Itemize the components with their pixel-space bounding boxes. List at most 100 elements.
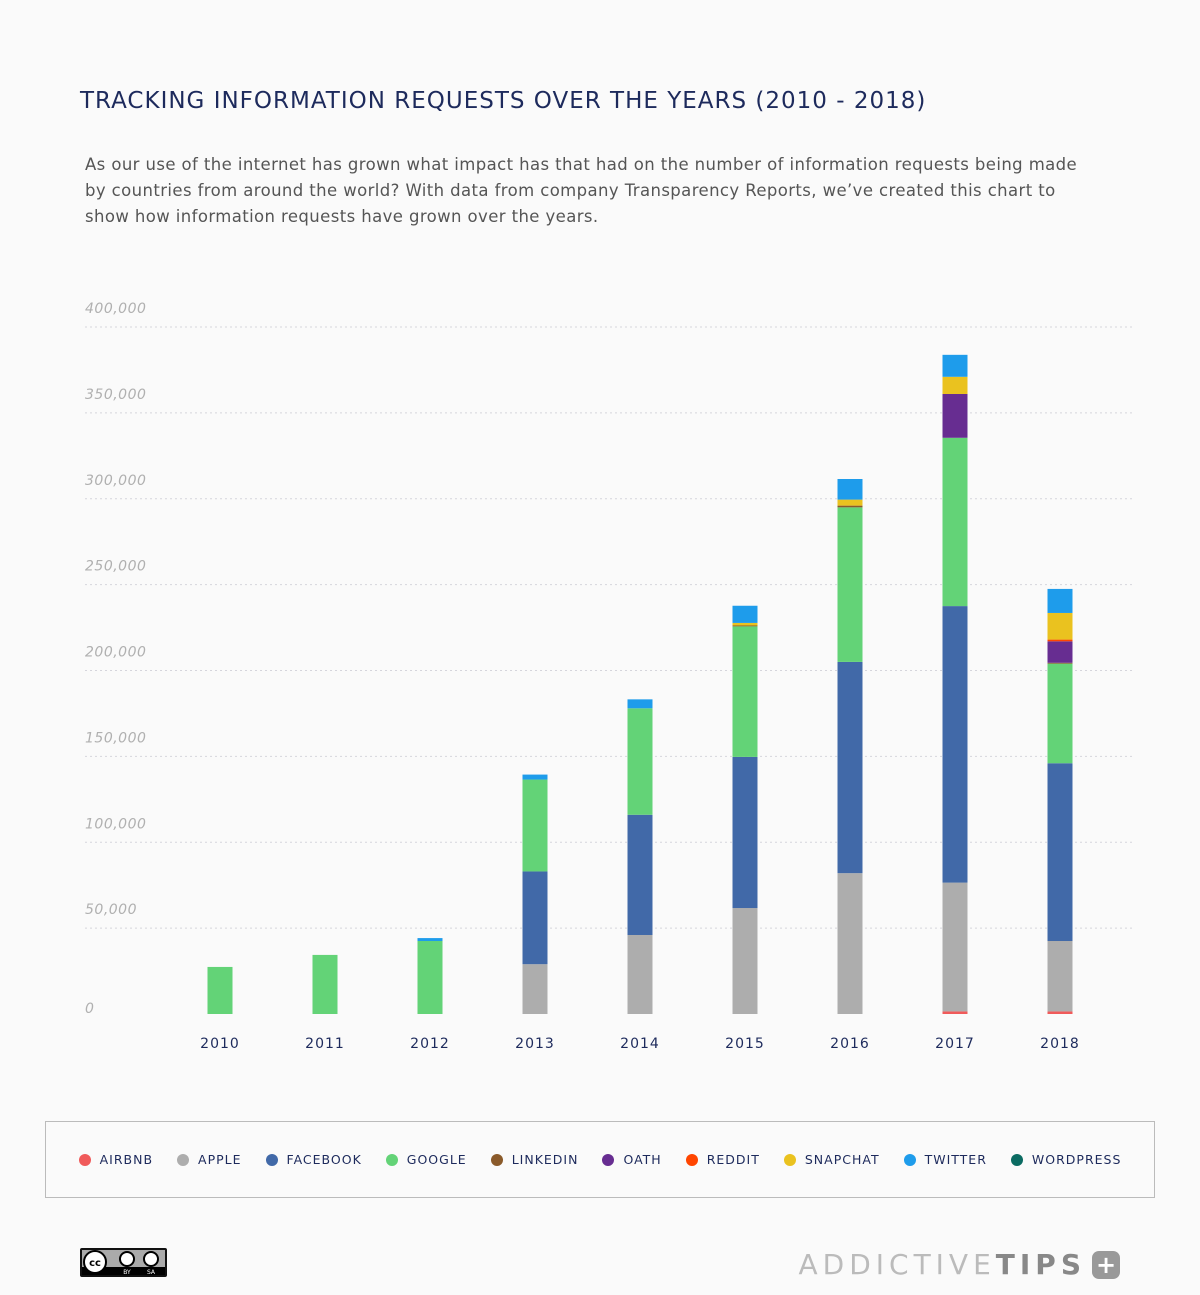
legend: AIRBNB APPLE FACEBOOK GOOGLE LINKEDIN OATH RED…: [45, 1121, 1155, 1198]
bar-segment-apple-2013: [522, 964, 548, 1014]
legend-dot-icon: [1010, 1153, 1023, 1166]
legend-item-reddit[interactable]: REDDIT: [685, 1152, 760, 1167]
legend-label: SNAPCHAT: [804, 1152, 880, 1167]
bar-segment-airbnb-2018: [1047, 1011, 1073, 1014]
x-tick-label: 2016: [830, 1036, 870, 1052]
y-tick-label: 300,000: [85, 473, 146, 489]
bar-segment-facebook-2018: [1047, 763, 1073, 942]
legend-dot-icon: [177, 1153, 190, 1166]
bar-segment-google-2011: [312, 954, 338, 1014]
legend-dot-icon: [783, 1153, 796, 1166]
bar-segment-apple-2014: [627, 934, 653, 1014]
legend-label: REDDIT: [706, 1152, 760, 1167]
bar-segment-facebook-2014: [627, 814, 653, 935]
logo-text-light: ADDICTIVE: [798, 1248, 996, 1281]
bar-segment-snapchat-2016: [837, 499, 863, 506]
bar-segment-google-2018: [1047, 663, 1073, 764]
legend-item-wordpress[interactable]: WORDPRESS: [1010, 1152, 1122, 1167]
bar-segment-twitter-2013: [522, 774, 548, 780]
bar-segment-google-2010: [207, 966, 233, 1014]
legend-dot-icon: [903, 1153, 916, 1166]
x-tick-label: 2015: [725, 1036, 765, 1052]
y-tick-label: 350,000: [85, 387, 146, 403]
bar-segment-oath-2017: [942, 393, 968, 438]
legend-dot-icon: [685, 1153, 698, 1166]
svg-text:cc: cc: [89, 1258, 101, 1269]
bar-segment-apple-2016: [837, 873, 863, 1014]
bar-segment-apple-2017: [942, 882, 968, 1012]
bar-segment-facebook-2013: [522, 871, 548, 965]
bar-segment-google-2012: [417, 941, 443, 1014]
bar-segment-google-2017: [942, 437, 968, 607]
bar-segment-google-2015: [732, 626, 758, 757]
y-tick-label: 50,000: [85, 902, 137, 918]
bar-segment-twitter-2015: [732, 605, 758, 623]
bar-segment-twitter-2017: [942, 354, 968, 377]
bar-segment-facebook-2016: [837, 661, 863, 874]
legend-item-apple[interactable]: APPLE: [177, 1152, 242, 1167]
x-tick-label: 2018: [1040, 1036, 1080, 1052]
logo-text-bold: TIPS: [995, 1248, 1086, 1281]
cc-license-badge: cc BY SA: [80, 1248, 167, 1277]
chart-title: TRACKING INFORMATION REQUESTS OVER THE Y…: [80, 88, 927, 114]
bar-segment-linkedin-2018: [1047, 662, 1073, 664]
legend-label: FACEBOOK: [286, 1152, 362, 1167]
legend-item-linkedin[interactable]: LINKEDIN: [490, 1152, 579, 1167]
bar-segment-twitter-2018: [1047, 588, 1073, 613]
legend-label: LINKEDIN: [511, 1152, 579, 1167]
bar-segment-twitter-2016: [837, 478, 863, 500]
bar-segment-linkedin-2015: [732, 625, 758, 627]
legend-label: AIRBNB: [99, 1152, 154, 1167]
legend-item-google[interactable]: GOOGLE: [385, 1152, 467, 1167]
legend-label: GOOGLE: [406, 1152, 467, 1167]
bar-segment-facebook-2017: [942, 606, 968, 883]
y-tick-label: 250,000: [85, 559, 146, 575]
y-tick-label: 200,000: [85, 645, 146, 661]
bar-segment-snapchat-2015: [732, 622, 758, 626]
chart-subtitle: As our use of the internet has grown wha…: [85, 155, 1078, 226]
bar-segment-google-2014: [627, 708, 653, 815]
legend-dot-icon: [385, 1153, 398, 1166]
bar-segment-google-2013: [522, 779, 548, 872]
legend-item-snapchat[interactable]: SNAPCHAT: [783, 1152, 880, 1167]
bar-segment-reddit-2018: [1047, 639, 1073, 642]
legend-item-facebook[interactable]: FACEBOOK: [265, 1152, 362, 1167]
svg-text:BY: BY: [123, 1269, 131, 1275]
x-tick-label: 2010: [200, 1036, 240, 1052]
y-tick-label: 100,000: [85, 816, 146, 832]
x-tick-label: 2014: [620, 1036, 660, 1052]
legend-dot-icon: [602, 1153, 615, 1166]
bar-segment-google-2016: [837, 507, 863, 662]
x-tick-label: 2017: [935, 1036, 975, 1052]
legend-dot-icon: [490, 1153, 503, 1166]
bar-segment-apple-2018: [1047, 941, 1073, 1012]
stacked-bar-chart: 0 50,000 100,000 150,000 200,000 250,000 300,0…: [85, 301, 1135, 1052]
legend-item-oath[interactable]: OATH: [602, 1152, 661, 1167]
x-tick-label: 2011: [305, 1036, 345, 1052]
legend-item-twitter[interactable]: TWITTER: [903, 1152, 987, 1167]
bar-segment-snapchat-2018: [1047, 612, 1073, 640]
bar-segment-twitter-2012: [417, 938, 443, 942]
legend-item-airbnb[interactable]: AIRBNB: [78, 1152, 154, 1167]
x-tick-label: 2012: [410, 1036, 450, 1052]
legend-label: OATH: [623, 1152, 662, 1167]
bar-segment-airbnb-2017: [942, 1011, 968, 1014]
legend-label: APPLE: [198, 1152, 242, 1167]
addictivetips-logo: ADDICTIVE TIPS +: [798, 1248, 1120, 1281]
legend-dot-icon: [265, 1153, 278, 1166]
y-tick-label: 400,000: [85, 301, 146, 317]
legend-dot-icon: [78, 1153, 91, 1166]
bar-segment-oath-2018: [1047, 641, 1073, 663]
legend-label: WORDPRESS: [1031, 1152, 1122, 1167]
plus-icon: +: [1092, 1250, 1120, 1279]
y-tick-label: 0: [85, 1001, 94, 1017]
y-tick-label: 150,000: [85, 730, 146, 746]
svg-text:SA: SA: [147, 1269, 156, 1275]
bar-segment-apple-2015: [732, 908, 758, 1014]
legend-label: TWITTER: [924, 1152, 987, 1167]
x-tick-label: 2013: [515, 1036, 555, 1052]
bar-segment-linkedin-2016: [837, 505, 863, 508]
bar-segment-twitter-2014: [627, 699, 653, 709]
bar-segment-snapchat-2017: [942, 376, 968, 394]
